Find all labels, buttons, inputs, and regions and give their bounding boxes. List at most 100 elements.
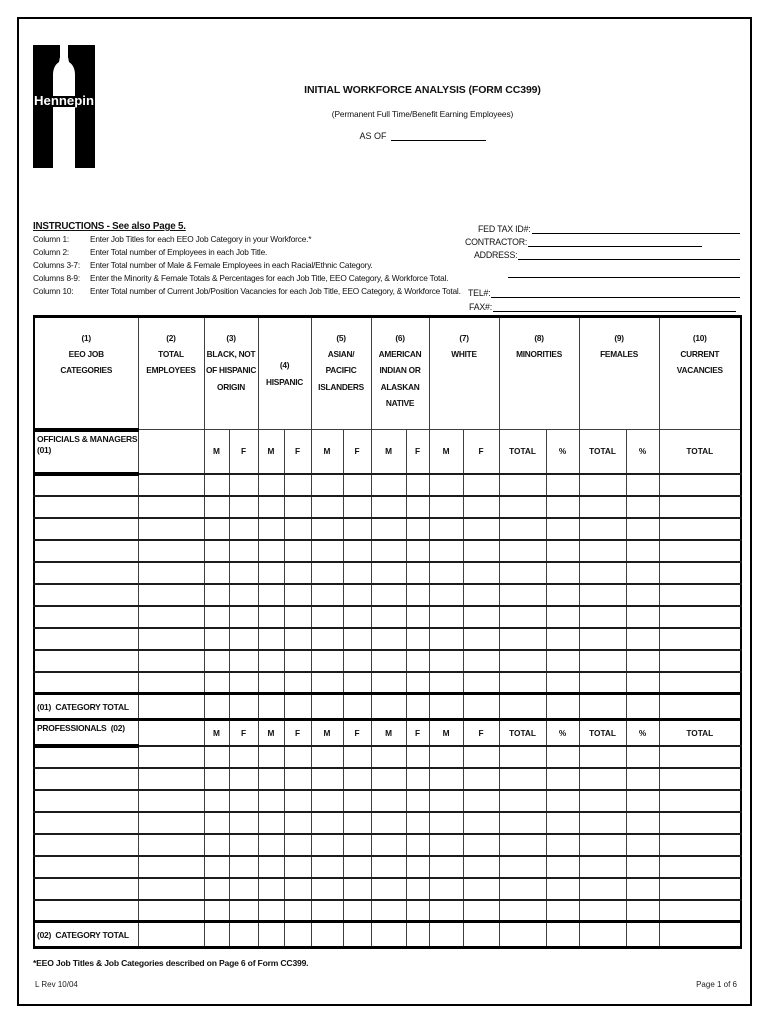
value-cell[interactable] [137,648,205,673]
value-cell[interactable] [462,582,500,607]
total-cell[interactable] [658,692,742,721]
value-cell[interactable] [203,494,230,519]
value-cell[interactable] [405,582,430,607]
value-cell[interactable] [228,648,259,673]
value-cell[interactable] [257,810,285,835]
value-cell[interactable] [203,626,230,651]
value-cell[interactable] [342,648,372,673]
value-cell[interactable] [342,560,372,585]
value-cell[interactable] [498,810,547,835]
value-cell[interactable] [625,516,660,541]
value-cell[interactable] [310,898,344,923]
value-cell[interactable] [257,832,285,857]
value-cell[interactable] [428,876,464,901]
total-cell[interactable] [498,920,547,949]
value-cell[interactable] [578,648,627,673]
value-cell[interactable] [137,626,205,651]
value-cell[interactable] [370,670,407,695]
value-cell[interactable] [545,788,580,813]
total-cell[interactable] [137,920,205,949]
value-cell[interactable] [342,898,372,923]
total-cell[interactable] [498,692,547,721]
contractor-line[interactable] [528,235,702,247]
value-cell[interactable] [578,766,627,791]
value-cell[interactable] [428,854,464,879]
value-cell[interactable] [545,604,580,629]
value-cell[interactable] [342,854,372,879]
value-cell[interactable] [137,854,205,879]
value-cell[interactable] [625,832,660,857]
value-cell[interactable] [545,854,580,879]
value-cell[interactable] [462,604,500,629]
total-cell[interactable] [370,692,407,721]
value-cell[interactable] [228,626,259,651]
value-cell[interactable] [625,472,660,497]
total-cell[interactable] [370,920,407,949]
value-cell[interactable] [342,494,372,519]
value-cell[interactable] [462,854,500,879]
value-cell[interactable] [658,538,742,563]
value-cell[interactable] [658,832,742,857]
value-cell[interactable] [370,648,407,673]
value-cell[interactable] [310,472,344,497]
value-cell[interactable] [342,516,372,541]
value-cell[interactable] [428,626,464,651]
total-cell[interactable] [257,920,285,949]
job-title-cell[interactable] [33,832,139,857]
value-cell[interactable] [283,604,312,629]
value-cell[interactable] [462,670,500,695]
job-title-cell[interactable] [33,898,139,923]
value-cell[interactable] [658,744,742,769]
value-cell[interactable] [405,766,430,791]
total-cell[interactable] [428,692,464,721]
job-title-cell[interactable] [33,582,139,607]
total-cell[interactable] [342,692,372,721]
value-cell[interactable] [578,810,627,835]
value-cell[interactable] [370,810,407,835]
value-cell[interactable] [462,472,500,497]
value-cell[interactable] [228,744,259,769]
value-cell[interactable] [545,648,580,673]
value-cell[interactable] [342,472,372,497]
value-cell[interactable] [203,788,230,813]
value-cell[interactable] [310,626,344,651]
value-cell[interactable] [310,604,344,629]
value-cell[interactable] [578,516,627,541]
total-cell[interactable] [405,692,430,721]
value-cell[interactable] [428,582,464,607]
value-cell[interactable] [498,766,547,791]
value-cell[interactable] [257,670,285,695]
value-cell[interactable] [228,560,259,585]
value-cell[interactable] [203,876,230,901]
value-cell[interactable] [257,604,285,629]
value-cell[interactable] [545,898,580,923]
total-cell[interactable] [625,920,660,949]
value-cell[interactable] [203,538,230,563]
value-cell[interactable] [310,876,344,901]
value-cell[interactable] [545,810,580,835]
value-cell[interactable] [342,538,372,563]
value-cell[interactable] [462,626,500,651]
value-cell[interactable] [283,582,312,607]
value-cell[interactable] [257,626,285,651]
total-cell[interactable] [578,692,627,721]
total-cell[interactable] [310,920,344,949]
value-cell[interactable] [578,670,627,695]
value-cell[interactable] [658,876,742,901]
fed-tax-id-line[interactable] [531,222,740,234]
value-cell[interactable] [203,670,230,695]
value-cell[interactable] [257,648,285,673]
total-cell[interactable] [310,692,344,721]
value-cell[interactable] [545,582,580,607]
job-title-cell[interactable] [33,604,139,629]
total-cell[interactable] [228,692,259,721]
value-cell[interactable] [405,494,430,519]
value-cell[interactable] [203,832,230,857]
value-cell[interactable] [462,810,500,835]
value-cell[interactable] [203,744,230,769]
value-cell[interactable] [658,494,742,519]
value-cell[interactable] [310,538,344,563]
value-cell[interactable] [228,472,259,497]
value-cell[interactable] [310,744,344,769]
value-cell[interactable] [310,670,344,695]
